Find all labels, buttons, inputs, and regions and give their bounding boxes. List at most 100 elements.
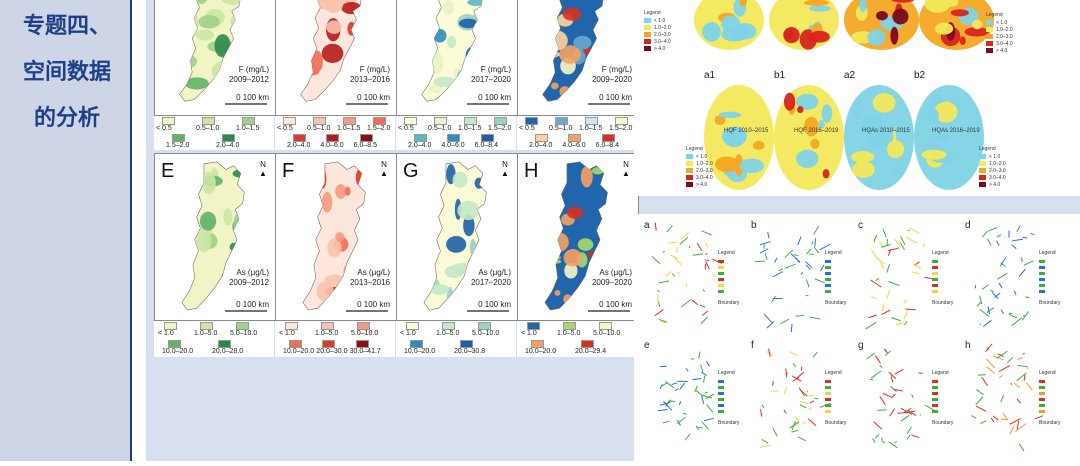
legend-swatch <box>825 266 831 269</box>
risk-map <box>844 0 919 50</box>
legend-swatch <box>686 175 693 180</box>
province-map <box>182 162 252 310</box>
legend-text: < 1.0 <box>279 330 295 337</box>
risk-map <box>694 0 764 50</box>
legend-text: 1.5–2.0 <box>488 125 511 132</box>
legend-swatch <box>360 134 373 142</box>
panel-letter: F <box>282 160 294 183</box>
legend-swatch <box>825 410 831 413</box>
legend-text: 1.0–2.0 <box>654 25 671 31</box>
concentration-patch <box>459 19 478 29</box>
legend-swatch <box>326 134 339 142</box>
legend-text: < 1.0 <box>521 330 537 337</box>
legend-swatch <box>718 380 724 383</box>
risk-map <box>914 85 984 190</box>
legend-swatch <box>979 161 986 166</box>
legend-swatch <box>434 117 447 125</box>
concentration-patch <box>200 212 216 231</box>
legend-text: Boundary <box>718 420 739 426</box>
legend-swatch <box>414 134 427 142</box>
river-network <box>652 223 722 324</box>
legend-text: > 4.0 <box>996 48 1007 54</box>
legend-text: 10.0–20.0 <box>162 348 193 355</box>
legend-title: Legend <box>932 370 949 376</box>
legend-swatch <box>283 117 296 125</box>
concentration-patch <box>184 56 197 68</box>
legend-swatch <box>202 117 215 125</box>
period-label: 2009–2012 <box>229 278 269 287</box>
legend-swatch <box>718 398 724 401</box>
panel-letter: E <box>161 160 174 183</box>
legend-text: 0.5–1.0 <box>428 125 451 132</box>
concentration-patch <box>345 186 351 195</box>
legend-swatch <box>718 272 724 275</box>
legend-swatch <box>644 46 651 51</box>
concentration-patch <box>184 253 192 275</box>
risk-map <box>774 85 844 190</box>
province-map <box>297 0 361 101</box>
river-network <box>760 349 830 448</box>
risk-map <box>919 0 994 50</box>
legend-swatch <box>1039 278 1045 281</box>
divider <box>132 0 146 461</box>
legend-text: 20.0–29.4 <box>575 348 606 355</box>
concentration-patch <box>543 30 568 51</box>
section-title-line: 专题四、 <box>8 4 126 50</box>
period-label: 2009–2020 <box>592 278 632 287</box>
concentration-patch <box>342 2 362 14</box>
concentration-patch <box>347 285 357 308</box>
param-label: F (mg/L) <box>239 65 269 74</box>
concentration-patch <box>434 77 456 87</box>
legend-swatch <box>825 290 831 293</box>
legend-title: Legend <box>686 146 703 152</box>
concentration-patch <box>356 170 363 185</box>
legend-text: < 1.0 <box>158 330 174 337</box>
period-label: 2013–2016 <box>350 75 390 84</box>
legend-swatch <box>581 340 594 348</box>
legend-swatch <box>986 48 993 53</box>
legend-swatch <box>442 322 455 330</box>
legend-swatch <box>525 117 538 125</box>
north-label: N <box>623 160 629 169</box>
legend-text: 3.0–4.0 <box>654 39 671 45</box>
legend-swatch <box>481 134 494 142</box>
legend-title: Legend <box>1039 370 1056 376</box>
legend-swatch <box>615 117 628 125</box>
legend-swatch <box>825 392 831 395</box>
legend-swatch <box>168 340 181 348</box>
legend-title: Legend <box>718 250 735 256</box>
legend-text: 5.0–10.0 <box>593 330 620 337</box>
legend-text: 1.0–2.0 <box>989 161 1006 167</box>
map-caption: HQF 2016–2019 <box>794 128 838 134</box>
legend-swatch <box>932 380 938 383</box>
legend-swatch <box>321 322 334 330</box>
concentration-patch <box>335 232 344 242</box>
legend-swatch <box>404 117 417 125</box>
legend-swatch <box>1039 392 1045 395</box>
scale-label: 0 100 km <box>236 93 269 102</box>
legend-swatch <box>686 182 693 187</box>
map-caption: HQAs 2010–2015 <box>862 128 910 134</box>
legend-title: Legend <box>644 10 661 16</box>
subfigure-label: c <box>858 220 863 231</box>
legend-swatch <box>460 340 473 348</box>
scale-label: 0 100 km <box>236 300 269 309</box>
period-label: 2017–2020 <box>471 278 511 287</box>
scale-label: 0 100 km <box>599 93 632 102</box>
map-caption: HQF 2010–2015 <box>724 128 768 134</box>
legend-title: Legend <box>825 370 842 376</box>
param-label: F (mg/L) <box>360 65 390 74</box>
subfigure-label: b <box>751 220 757 231</box>
legend-swatch <box>986 20 993 25</box>
legend-swatch <box>932 392 938 395</box>
legend-swatch <box>932 398 938 401</box>
legend-text: < 0.5 <box>277 125 293 132</box>
legend-text: Boundary <box>1039 420 1060 426</box>
